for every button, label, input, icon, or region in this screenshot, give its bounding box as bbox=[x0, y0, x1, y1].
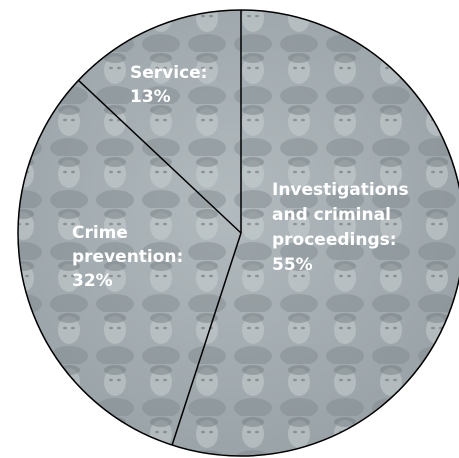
slice-label-service: Service: 13% bbox=[130, 63, 213, 107]
divider-line bbox=[77, 79, 242, 234]
slice-label-crime-prevention: Crime prevention: 32% bbox=[72, 223, 189, 291]
slice-label-investigations: Investigations and criminal proceedings:… bbox=[272, 180, 415, 275]
divider-line bbox=[171, 232, 242, 446]
pie-outline bbox=[17, 9, 459, 457]
slice-dividers bbox=[77, 10, 242, 446]
